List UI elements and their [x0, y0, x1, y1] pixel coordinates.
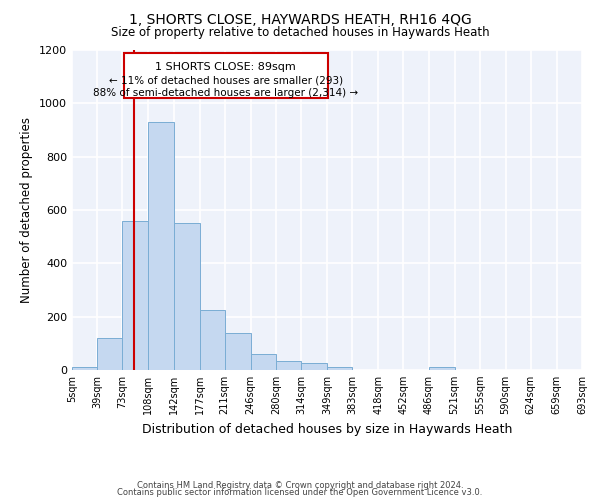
Bar: [199, 310, 225, 370]
Bar: [122, 220, 148, 370]
Text: Size of property relative to detached houses in Haywards Heath: Size of property relative to detached ho…: [110, 26, 490, 39]
Text: Contains HM Land Registry data © Crown copyright and database right 2024.: Contains HM Land Registry data © Crown c…: [137, 480, 463, 490]
Bar: [225, 332, 251, 370]
Text: Contains public sector information licensed under the Open Government Licence v3: Contains public sector information licen…: [118, 488, 482, 497]
Bar: [428, 368, 455, 370]
Y-axis label: Number of detached properties: Number of detached properties: [20, 117, 34, 303]
X-axis label: Distribution of detached houses by size in Haywards Heath: Distribution of detached houses by size …: [142, 422, 512, 436]
Bar: [173, 224, 199, 370]
Text: ← 11% of detached houses are smaller (293): ← 11% of detached houses are smaller (29…: [109, 76, 343, 86]
Bar: [97, 338, 122, 370]
Bar: [301, 364, 327, 370]
Bar: [72, 368, 97, 370]
Text: 1, SHORTS CLOSE, HAYWARDS HEATH, RH16 4QG: 1, SHORTS CLOSE, HAYWARDS HEATH, RH16 4Q…: [128, 12, 472, 26]
Bar: [327, 368, 352, 370]
Text: 88% of semi-detached houses are larger (2,314) →: 88% of semi-detached houses are larger (…: [93, 88, 358, 98]
Text: 1 SHORTS CLOSE: 89sqm: 1 SHORTS CLOSE: 89sqm: [155, 62, 296, 72]
Bar: [251, 354, 276, 370]
Bar: [148, 122, 173, 370]
Bar: [276, 360, 301, 370]
FancyBboxPatch shape: [124, 52, 328, 98]
